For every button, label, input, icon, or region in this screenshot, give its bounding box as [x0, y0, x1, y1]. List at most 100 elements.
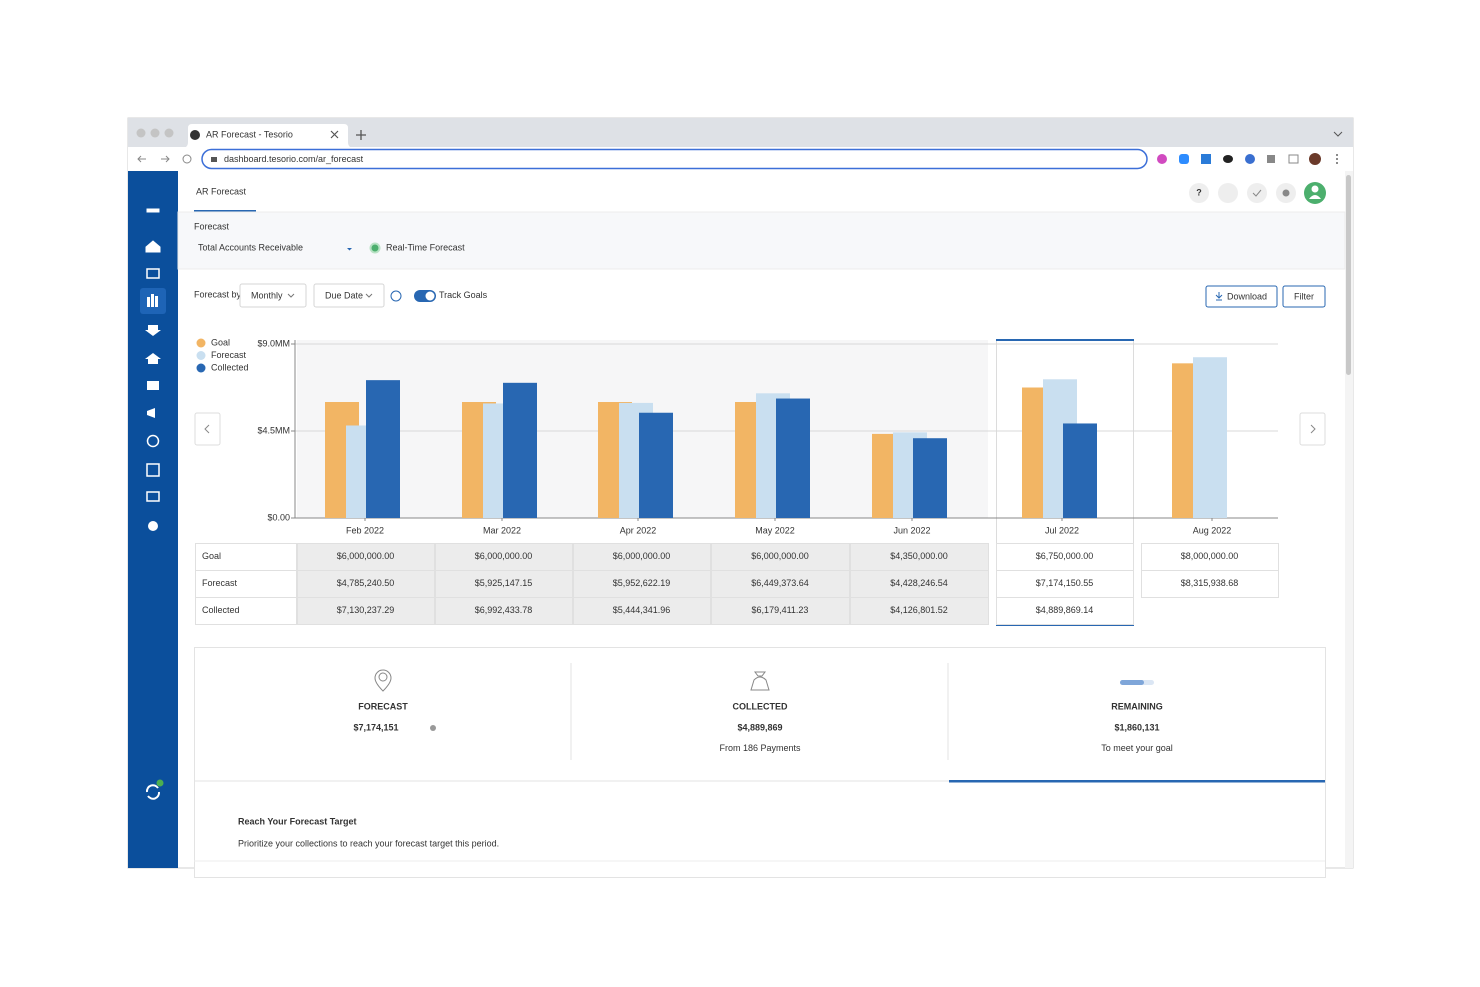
card-note: To meet your goal — [1101, 743, 1173, 753]
window-button[interactable] — [150, 128, 160, 138]
view-title[interactable]: Total Accounts Receivable — [198, 242, 303, 252]
table-cell-value: $6,000,000.00 — [337, 551, 395, 561]
nav-icon[interactable] — [145, 325, 161, 336]
next-button[interactable] — [1299, 412, 1326, 446]
table-cell — [573, 543, 711, 571]
table-row-label: Goal — [202, 551, 221, 561]
back-button[interactable] — [137, 155, 146, 163]
nav-icon[interactable] — [146, 491, 160, 502]
extension-icon[interactable] — [1245, 154, 1255, 164]
summary-panel — [194, 647, 1326, 878]
filter-button[interactable] — [1282, 285, 1326, 308]
header-button[interactable] — [1247, 183, 1267, 203]
new-tab[interactable] — [356, 130, 366, 140]
table-row-header — [195, 597, 297, 625]
forecast-by-label: Forecast by — [194, 289, 242, 299]
help-icon: ? — [1196, 187, 1202, 197]
table-cell — [1141, 570, 1279, 598]
status-label: Real-Time Forecast — [386, 242, 465, 252]
live-indicator — [430, 725, 436, 731]
bar — [366, 380, 400, 518]
table-cell — [573, 597, 711, 625]
sync-icon[interactable] — [145, 784, 161, 800]
nav-icon[interactable] — [146, 434, 160, 448]
table-cell-value: $6,992,433.78 — [475, 605, 533, 615]
extension-icon[interactable] — [1288, 154, 1299, 164]
user-avatar[interactable] — [1304, 182, 1326, 204]
x-tick-label: Aug 2022 — [1193, 525, 1232, 535]
nav-icon[interactable] — [146, 208, 160, 213]
extension-icon[interactable] — [1267, 155, 1275, 163]
toggle-label: Track Goals — [439, 290, 488, 300]
header-button[interactable] — [1189, 183, 1209, 203]
table-cell-value: $8,315,938.68 — [1181, 578, 1239, 588]
table-cell-value: $6,449,373.64 — [751, 578, 809, 588]
table-cell — [711, 543, 850, 571]
table-cell-value: $4,428,246.54 — [890, 578, 948, 588]
x-tick-label: Feb 2022 — [346, 525, 384, 535]
y-tick-label: $9.0MM — [257, 338, 290, 348]
date-basis-select[interactable] — [313, 283, 385, 308]
card-label: COLLECTED — [733, 701, 788, 711]
period-value: Monthly — [251, 290, 283, 300]
bar — [776, 398, 810, 518]
x-tick-label: Jul 2022 — [1045, 525, 1079, 535]
profile-avatar[interactable] — [1309, 153, 1321, 165]
x-tick-label: Jun 2022 — [893, 525, 930, 535]
address-bar[interactable] — [201, 148, 1148, 170]
table-cell — [996, 543, 1134, 571]
nav-icon[interactable] — [145, 353, 161, 364]
window-button[interactable] — [164, 128, 174, 138]
card-value: $7,174,151 — [353, 722, 398, 732]
extension-icon[interactable] — [1179, 154, 1189, 164]
extension-icon[interactable] — [1201, 154, 1211, 164]
nav-icon[interactable] — [146, 268, 160, 279]
table-cell-value: $5,952,622.19 — [613, 578, 671, 588]
forecast-icon — [374, 669, 392, 692]
table-row-header — [195, 570, 297, 598]
card-icons — [374, 669, 770, 692]
info-icon[interactable] — [390, 290, 402, 302]
header-button[interactable] — [1218, 183, 1238, 203]
legend-label: Goal — [211, 337, 230, 347]
scroll-thumb[interactable] — [1346, 175, 1351, 375]
bar — [1193, 357, 1227, 518]
extension-icon[interactable] — [1223, 155, 1233, 163]
download-label: Download — [1227, 291, 1267, 301]
x-tick-label: May 2022 — [755, 525, 795, 535]
target-subtitle: Prioritize your collections to reach you… — [238, 838, 499, 848]
nav-icon[interactable] — [147, 408, 155, 418]
active-tab[interactable] — [182, 124, 354, 148]
filter-label: Filter — [1294, 291, 1314, 301]
tab-close[interactable] — [330, 130, 339, 139]
table-cell-value: $4,350,000.00 — [890, 551, 948, 561]
extension-icon[interactable] — [1157, 154, 1167, 164]
period-select[interactable] — [239, 283, 307, 308]
table-cell-value: $7,174,150.55 — [1036, 578, 1094, 588]
extensions — [1157, 153, 1338, 165]
nav-icon[interactable] — [147, 381, 159, 390]
tab-menu[interactable] — [1333, 131, 1343, 137]
card-value: $1,860,131 — [1114, 722, 1159, 732]
forward-button[interactable] — [161, 155, 170, 163]
x-tick-label: Mar 2022 — [483, 525, 521, 535]
window-button[interactable] — [136, 128, 146, 138]
download-button[interactable] — [1205, 285, 1278, 308]
tab-title: AR Forecast - Tesorio — [206, 129, 293, 139]
table-cell-value: $6,000,000.00 — [475, 551, 533, 561]
reload-button[interactable] — [182, 154, 192, 164]
scrollbar — [1345, 171, 1353, 868]
nav-icon[interactable] — [145, 240, 161, 253]
card-value: $4,889,869 — [737, 722, 782, 732]
nav-icon[interactable] — [148, 521, 158, 531]
view-header — [177, 211, 1346, 270]
page-tab[interactable]: AR Forecast — [196, 186, 247, 196]
nav-icon[interactable] — [146, 463, 160, 477]
prev-button[interactable] — [194, 412, 221, 446]
active-card-indicator — [949, 780, 1325, 783]
table-cell-value: $5,444,341.96 — [613, 605, 671, 615]
card-label: REMAINING — [1111, 701, 1163, 711]
card-note: From 186 Payments — [719, 743, 801, 753]
table-cell-value: $6,000,000.00 — [751, 551, 809, 561]
